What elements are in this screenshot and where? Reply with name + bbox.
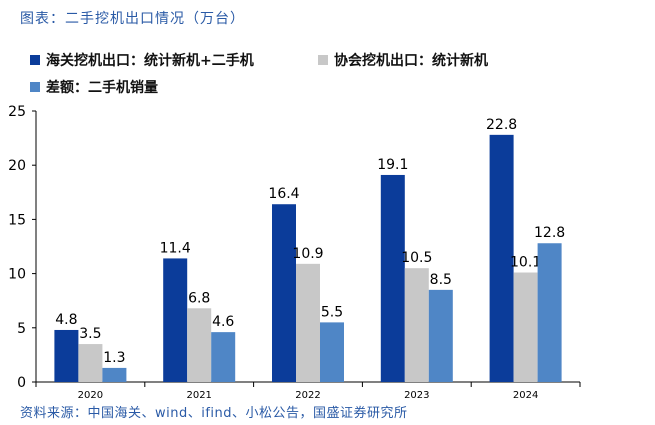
x-tick-label: 2024	[513, 390, 538, 401]
y-tick-label: 0	[17, 375, 26, 391]
bar	[428, 289, 453, 382]
data-label: 6.8	[188, 290, 210, 306]
bar	[272, 204, 296, 382]
x-tick-label: 2021	[186, 390, 211, 401]
legend-item-customs: 海关挖机出口：统计新机+二手机	[30, 50, 254, 70]
data-label: 10.5	[401, 250, 432, 266]
bar	[102, 367, 127, 382]
legend-label-association: 协会挖机出口：统计新机	[334, 53, 488, 69]
data-label: 12.8	[534, 225, 565, 241]
legend-label-customs: 海关挖机出口：统计新机+二手机	[46, 53, 254, 69]
data-label: 22.8	[486, 117, 517, 133]
data-label: 16.4	[268, 186, 299, 202]
bar	[320, 322, 344, 382]
bar	[296, 263, 320, 382]
data-label: 5.5	[321, 304, 343, 320]
y-tick-label: 15	[8, 212, 26, 228]
data-label: 4.6	[212, 314, 234, 330]
y-tick-label: 10	[8, 267, 26, 283]
data-label: 3.5	[79, 326, 101, 342]
legend-item-difference: 差额：二手机销量	[30, 77, 158, 97]
data-label: 1.3	[103, 350, 125, 366]
bar	[163, 258, 188, 382]
bar	[54, 329, 79, 382]
y-tick-label: 25	[8, 104, 26, 120]
bar	[489, 134, 514, 382]
x-tick-label: 2022	[295, 390, 320, 401]
bar	[404, 268, 429, 382]
legend-swatch-difference	[30, 82, 40, 92]
data-label: 19.1	[377, 157, 408, 173]
bar	[513, 272, 538, 382]
bar	[211, 332, 236, 382]
legend-swatch-association	[318, 55, 328, 65]
chart-caption: 图表：二手挖机出口情况（万台）	[20, 11, 245, 27]
x-tick-label: 2023	[404, 390, 429, 401]
data-label: 10.9	[292, 246, 323, 262]
y-tick-label: 20	[8, 158, 26, 174]
legend-label-difference: 差额：二手机销量	[46, 80, 158, 96]
bar	[78, 344, 103, 382]
data-label: 11.4	[160, 240, 191, 256]
data-label: 8.5	[430, 272, 452, 288]
data-label: 4.8	[55, 312, 77, 328]
data-label: 10.1	[510, 255, 541, 271]
bar	[537, 243, 562, 382]
bar	[380, 174, 405, 382]
x-tick-label: 2020	[78, 390, 103, 401]
legend-swatch-customs	[30, 55, 40, 65]
y-tick-label: 5	[17, 321, 26, 337]
chart-source-note: 资料来源：中国海关、wind、ifind、小松公告，国盛证券研究所	[20, 406, 408, 421]
legend-item-association: 协会挖机出口：统计新机	[318, 50, 488, 70]
bar	[187, 308, 212, 382]
